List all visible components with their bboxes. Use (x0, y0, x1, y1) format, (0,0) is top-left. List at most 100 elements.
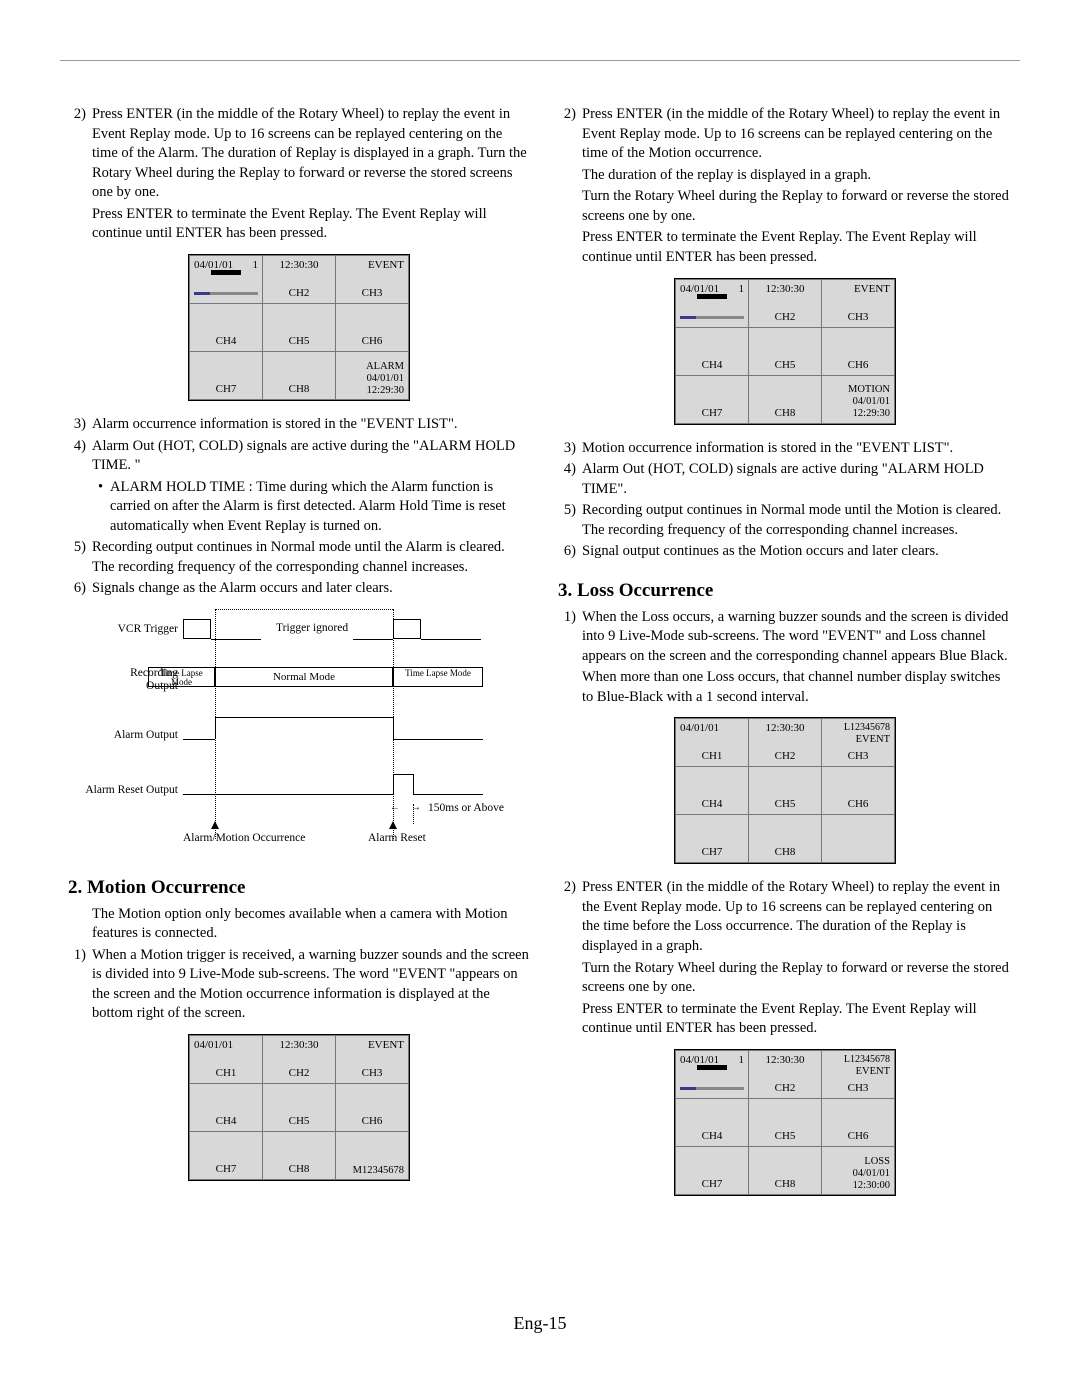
page-number: Eng-15 (0, 1313, 1080, 1334)
mode-box: Normal Mode (215, 667, 393, 687)
grid-ch: CH2 (749, 310, 821, 325)
item-text: When a Motion trigger is received, a war… (92, 946, 530, 1024)
item-text: Recording output continues in Normal mod… (92, 538, 530, 577)
grid-event: EVENT (368, 1038, 404, 1053)
list-item: 2) Press ENTER (in the middle of the Rot… (558, 105, 1012, 164)
item-text: Alarm Out (HOT, COLD) signals are active… (582, 460, 1012, 499)
item-text: Signals change as the Alarm occurs and l… (92, 579, 530, 599)
grid-ch: CH8 (749, 845, 821, 860)
grid-ch: CH4 (676, 1129, 748, 1144)
list-item: 1) When a Motion trigger is received, a … (68, 946, 530, 1024)
diagram-label: Alarm Reset (368, 831, 426, 847)
item-number: 6) (68, 579, 92, 599)
grid-ch: CH5 (263, 334, 335, 349)
item-text-cont: Turn the Rotary Wheel during the Replay … (558, 187, 1012, 226)
grid-motion-info: MOTION 04/01/01 12:29:30 (848, 384, 890, 420)
grid-ch: CH6 (336, 1114, 408, 1129)
item-text-cont: When more than one Loss occurs, that cha… (558, 668, 1012, 707)
grid-ch: CH6 (822, 1129, 894, 1144)
trigger-ignored-label: Trigger ignored (276, 621, 348, 637)
grid-ch: CH5 (263, 1114, 335, 1129)
grid-time: 12:30:30 (263, 1038, 335, 1053)
timing-diagram: VCR Trigger Trigger ignored RecordingOut… (68, 609, 530, 859)
grid-ch: CH1 (676, 749, 748, 764)
ms-label: 150ms or Above (428, 801, 504, 817)
grid-ch: CH7 (676, 406, 748, 421)
item-number: 5) (558, 501, 582, 540)
item-text: Press ENTER (in the middle of the Rotary… (92, 105, 530, 203)
grid-ch: CH8 (263, 382, 335, 397)
bullet-item: • ALARM HOLD TIME : Time during which th… (68, 478, 530, 537)
list-item: 2) Press ENTER (in the middle of the Rot… (68, 105, 530, 203)
grid-ch: CH8 (749, 1177, 821, 1192)
grid-ch: CH4 (190, 334, 262, 349)
grid-ch: CH1 (190, 1066, 262, 1081)
item-text: Signal output continues as the Motion oc… (582, 542, 1012, 562)
grid-ch: CH5 (749, 1129, 821, 1144)
grid-ch: CH8 (749, 406, 821, 421)
list-item: 6) Signals change as the Alarm occurs an… (68, 579, 530, 599)
grid-date: 04/01/01 (680, 721, 719, 736)
item-number: 2) (558, 878, 582, 956)
grid-one: 1 (739, 1053, 745, 1068)
item-text: When the Loss occurs, a warning buzzer s… (582, 608, 1012, 667)
list-item: 2) Press ENTER (in the middle of the Rot… (558, 878, 1012, 956)
item-text-cont: Turn the Rotary Wheel during the Replay … (558, 959, 1012, 998)
item-number: 5) (68, 538, 92, 577)
grid-ch: CH7 (190, 1162, 262, 1177)
list-item: 5) Recording output continues in Normal … (68, 538, 530, 577)
grid-ch: CH2 (263, 286, 335, 301)
grid-time: 12:30:30 (263, 258, 335, 273)
item-number: 1) (68, 946, 92, 1024)
item-number: 2) (558, 105, 582, 164)
item-number: 4) (558, 460, 582, 499)
grid-alarm-info: ALARM 04/01/01 12:29:30 (366, 361, 404, 397)
item-number: 4) (68, 437, 92, 476)
item-text-cont: Press ENTER to terminate the Event Repla… (558, 1000, 1012, 1039)
grid-ch: CH3 (336, 1066, 408, 1081)
grid-ch: CH2 (749, 1081, 821, 1096)
grid-date: 04/01/01 (194, 1038, 233, 1053)
grid-time: 12:30:30 (749, 282, 821, 297)
grid-ch: CH6 (336, 334, 408, 349)
grid-ch: CH4 (190, 1114, 262, 1129)
grid-event: EVENT (368, 258, 404, 273)
grid-ch: CH3 (822, 749, 894, 764)
screen-grid-loss-live: 04/01/01 CH1 12:30:30 CH2 L12345678 EVEN… (674, 717, 896, 864)
screen-grid-loss-replay: 04/01/01 1 12:30:30 CH2 L12345678 EVENT … (674, 1049, 896, 1196)
item-number: 1) (558, 608, 582, 667)
page-top-rule (60, 60, 1020, 61)
grid-ch: CH4 (676, 797, 748, 812)
black-bar-icon (697, 1065, 727, 1070)
grid-one: 1 (253, 258, 259, 273)
grid-ch: CH6 (822, 358, 894, 373)
section-intro: The Motion option only becomes available… (68, 905, 530, 944)
list-item: 4) Alarm Out (HOT, COLD) signals are act… (558, 460, 1012, 499)
list-item: 1) When the Loss occurs, a warning buzze… (558, 608, 1012, 667)
grid-ch: CH5 (749, 358, 821, 373)
grid-event: EVENT (856, 733, 890, 747)
grid-event: EVENT (854, 282, 890, 297)
mode-box: Time Lapse Mode (393, 667, 483, 687)
grid-ch: CH3 (336, 286, 408, 301)
mode-box: Time Lapse Mode (148, 667, 215, 687)
screen-grid-motion-live: 04/01/01 CH1 12:30:30 CH2 EVENT CH3 CH4 … (188, 1034, 410, 1181)
bullet-text: ALARM HOLD TIME : Time during which the … (110, 478, 530, 537)
screen-grid-motion-replay: 04/01/01 1 12:30:30 CH2 EVENT CH3 CH4 CH… (674, 278, 896, 425)
grid-event: EVENT (856, 1065, 890, 1079)
grid-ch: CH4 (676, 358, 748, 373)
progress-bar (194, 292, 258, 295)
item-text: Alarm Out (HOT, COLD) signals are active… (92, 437, 530, 476)
right-column: 2) Press ENTER (in the middle of the Rot… (558, 105, 1012, 1210)
grid-time: 12:30:30 (749, 1053, 821, 1068)
row-label: VCR Trigger (68, 623, 178, 636)
item-number: 3) (68, 415, 92, 435)
list-item: 6) Signal output continues as the Motion… (558, 542, 1012, 562)
grid-ch: CH7 (190, 382, 262, 397)
grid-ch: CH7 (676, 1177, 748, 1192)
left-column: 2) Press ENTER (in the middle of the Rot… (68, 105, 530, 1210)
content-area: 2) Press ENTER (in the middle of the Rot… (68, 105, 1012, 1210)
item-text-cont: Press ENTER to terminate the Event Repla… (68, 205, 530, 244)
grid-ch: CH8 (263, 1162, 335, 1177)
item-text: Press ENTER (in the middle of the Rotary… (582, 105, 1012, 164)
